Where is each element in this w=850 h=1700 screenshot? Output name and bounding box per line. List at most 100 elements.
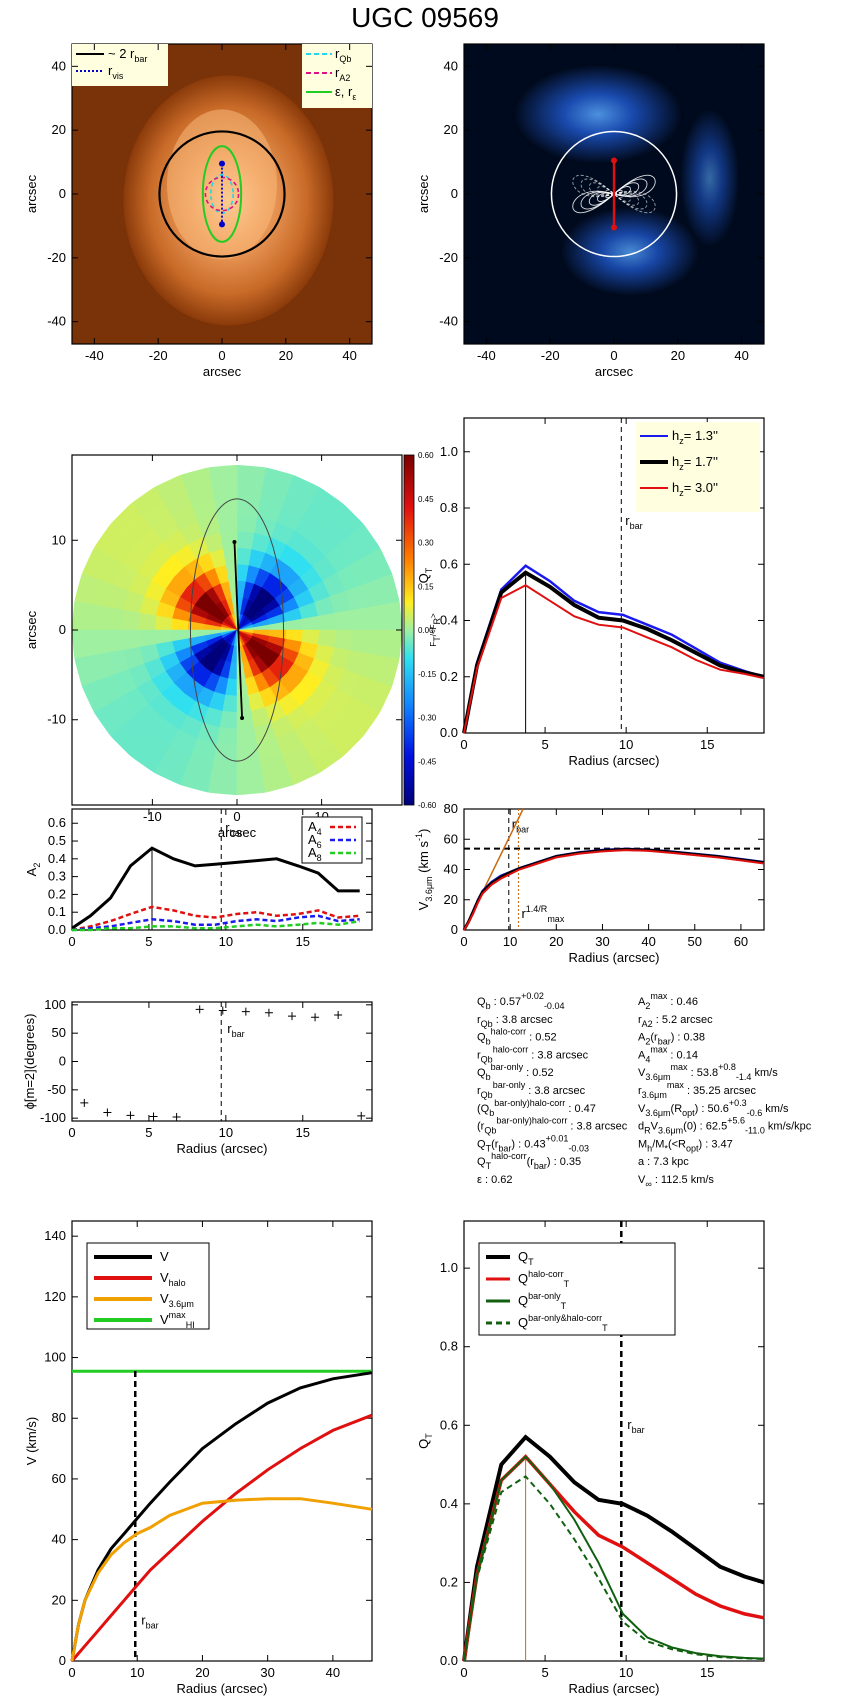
map-cell: [236, 497, 261, 517]
map-cell: [213, 743, 238, 763]
p7-x-label: 5: [145, 1125, 152, 1140]
p9-y-label: 0: [59, 1653, 66, 1668]
p3-xlabel: arcsec: [218, 825, 257, 840]
p5-legend-entry-0: A4: [308, 819, 322, 837]
p2-x-label: 20: [671, 348, 685, 363]
p4-x-label: 0: [460, 737, 467, 752]
p10-x-label: 5: [541, 1665, 548, 1680]
p10-series-0: [462, 1434, 765, 1662]
colorbar-tick: -0.30: [418, 714, 437, 723]
p9-legend-entry-0: V: [160, 1249, 169, 1264]
colorbar-label: FT/<FR>: [429, 613, 442, 647]
p2-y-label: 20: [444, 122, 458, 137]
p1-x-label: -40: [85, 348, 104, 363]
p10-x-label: 10: [619, 1665, 633, 1680]
p9-y-label: 120: [44, 1289, 66, 1304]
p2-ylabel: arcsec: [416, 174, 431, 213]
phase-point: [126, 1111, 135, 1120]
p1-y-label: 40: [52, 58, 66, 73]
p5-x-label: 5: [145, 934, 152, 949]
colorbar-tick: 0.60: [418, 451, 434, 460]
stat-left-7: (rQbbar-only)halo-corr : 3.8 arcsec: [477, 1116, 628, 1136]
p3-ylabel: arcsec: [24, 610, 39, 649]
phase-point: [334, 1011, 343, 1020]
p7-y-label: -50: [47, 1082, 66, 1097]
rvis-dot: [219, 221, 225, 228]
p7-ylabel: ϕ[m=2](degrees): [22, 1014, 37, 1110]
stat-left-2: Qbhalo-corr : 0.52: [477, 1027, 557, 1047]
p4-frame: [463, 417, 765, 734]
stat-right-4: V3.6μmmax : 53.8+0.8-1.4 km/s: [638, 1062, 778, 1082]
map-cell: [301, 629, 320, 645]
force-contour: [613, 190, 656, 214]
p4-series-2: [463, 584, 765, 734]
p6-y-label: 20: [444, 892, 458, 907]
stat-left-8: QT(rbar) : 0.43+0.01-0.03: [477, 1133, 589, 1153]
p2-x-label: -40: [477, 348, 496, 363]
map-cell: [350, 629, 370, 654]
p10-xlabel: Radius (arcsec): [568, 1681, 659, 1696]
phase-point: [264, 1008, 273, 1017]
map-cell: [236, 530, 255, 550]
phase-point: [195, 1005, 204, 1014]
p9-x-label: 10: [130, 1665, 144, 1680]
epsilon-ellipse: [201, 145, 243, 243]
p9-x-label: 40: [326, 1665, 340, 1680]
colorbar-tick: -0.15: [418, 670, 437, 679]
p4-x-label: 15: [700, 737, 714, 752]
map-cell: [104, 606, 124, 631]
colorbar-tick: -0.45: [418, 757, 437, 766]
map-cell: [154, 615, 173, 631]
p6-ylabel-text: V3.6μm (km s-1): [414, 829, 434, 911]
p10-series-2: [463, 1455, 765, 1662]
bar-line: [233, 542, 243, 718]
map-cell: [366, 603, 386, 631]
p6-series-2: [463, 849, 765, 931]
map-cell: [236, 775, 266, 795]
stat-right-1: rA2 : 5.2 arcsec: [638, 1014, 713, 1029]
p6-y-label: 80: [444, 801, 458, 816]
p4-ylabel-text: QT: [416, 567, 434, 583]
stat-left-0: Qb : 0.57+0.02-0.04: [477, 991, 564, 1011]
p4-legend-entry-0: hz= 1.3'': [672, 428, 718, 446]
p1-x-label: 20: [279, 348, 293, 363]
p2-y-label: -20: [439, 250, 458, 265]
stat-right-7: dRV3.6μm(0) : 62.5+5.6-11.0 km/s/kpc: [638, 1116, 812, 1136]
map-cell: [366, 629, 386, 657]
p2-ylabel-text: arcsec: [416, 174, 431, 213]
p7-x-label: 15: [296, 1125, 310, 1140]
map-cell: [210, 759, 238, 779]
force-contour: [580, 178, 615, 197]
p4-y-label: 0.2: [440, 669, 458, 684]
p4-y-label: 0.6: [440, 556, 458, 571]
p5-legend-entry-1: A6: [308, 832, 322, 850]
p5-y-label: 0.6: [48, 815, 66, 830]
legend-left-box: [72, 44, 168, 86]
p9-series-2: [70, 1497, 373, 1662]
p10-series-3: [463, 1475, 765, 1662]
bar-dot: [240, 715, 245, 720]
p7-ylabel-text: ϕ[m=2](degrees): [22, 1014, 37, 1110]
p5-ylabel: A2: [24, 863, 42, 877]
map-cell: [210, 481, 238, 501]
p3-y-label: 0: [59, 622, 66, 637]
p10-ylabel-text: QT: [416, 1433, 434, 1449]
p4-x-label: 5: [541, 737, 548, 752]
p4-xlabel: Radius (arcsec): [568, 753, 659, 768]
map-cell: [88, 629, 108, 657]
colorbar-tick: -0.60: [418, 801, 437, 810]
p5-x-label: 0: [68, 934, 75, 949]
p10-x-label: 0: [460, 1665, 467, 1680]
phase-point: [80, 1098, 89, 1107]
p10-y-label: 0.4: [440, 1496, 458, 1511]
p10-x-label: 15: [700, 1665, 714, 1680]
p9-legend-entry-2: V3.6μm: [160, 1291, 194, 1309]
force-circle: [550, 130, 678, 258]
map-cell: [236, 743, 261, 763]
p6-y-label: 40: [444, 862, 458, 877]
p6-ylabel: V3.6μm (km s-1): [414, 829, 434, 911]
p7-xlabel: Radius (arcsec): [176, 1141, 267, 1156]
p9-ylabel: V (km/s): [24, 1417, 39, 1465]
p9-xlabel: Radius (arcsec): [176, 1681, 267, 1696]
